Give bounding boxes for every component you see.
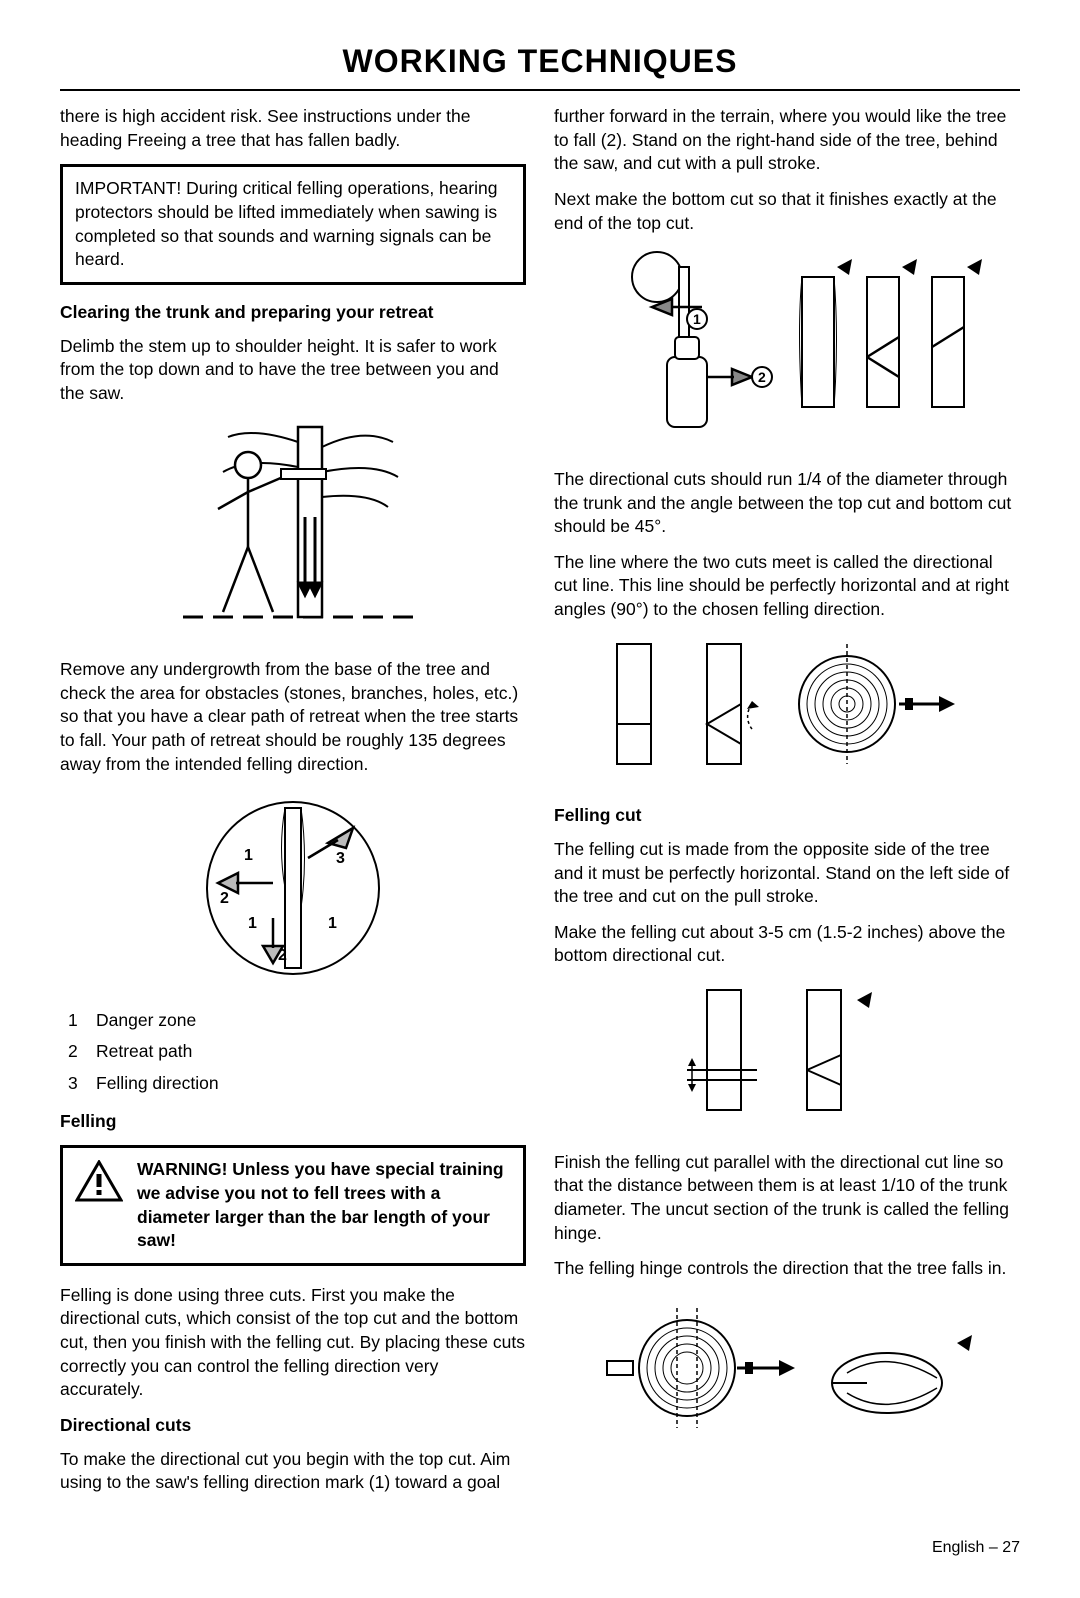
directional-cont: further forward in the terrain, where yo… xyxy=(554,105,1020,176)
page-title: WORKING TECHNIQUES xyxy=(60,40,1020,83)
saw-label-2: 2 xyxy=(758,369,766,385)
legend-num: 3 xyxy=(68,1072,82,1096)
clearing-p1: Delimb the stem up to shoulder height. I… xyxy=(60,335,526,406)
important-text: IMPORTANT! During critical felling opera… xyxy=(75,178,497,269)
content-columns: there is high accident risk. See instruc… xyxy=(60,105,1020,1507)
title-rule xyxy=(60,89,1020,91)
legend-text: Retreat path xyxy=(96,1040,192,1064)
retreat-label-1b: 1 xyxy=(248,915,257,932)
hinge-figure xyxy=(554,1293,1020,1450)
warning-box: WARNING! Unless you have special trainin… xyxy=(60,1145,526,1266)
legend-num: 2 xyxy=(68,1040,82,1064)
legend-row: 3 Felling direction xyxy=(68,1072,526,1096)
fellingcut-p1: The felling cut is made from the opposit… xyxy=(554,838,1020,909)
retreat-label-2b: 2 xyxy=(278,947,287,964)
directional-p4: The line where the two cuts meet is call… xyxy=(554,551,1020,622)
warning-text: WARNING! Unless you have special trainin… xyxy=(137,1158,511,1253)
fellingcut-p2: Make the felling cut about 3-5 cm (1.5-2… xyxy=(554,921,1020,968)
legend-num: 1 xyxy=(68,1009,82,1033)
clearing-heading: Clearing the trunk and preparing your re… xyxy=(60,301,526,325)
fellingcut-p4: The felling hinge controls the direction… xyxy=(554,1257,1020,1281)
legend-text: Felling direction xyxy=(96,1072,219,1096)
page-footer: English – 27 xyxy=(60,1537,1020,1559)
directional-p3: The directional cuts should run 1/4 of t… xyxy=(554,468,1020,539)
left-column: there is high accident risk. See instruc… xyxy=(60,105,526,1507)
fellingcut-figure xyxy=(554,980,1020,1137)
right-column: further forward in the terrain, where yo… xyxy=(554,105,1020,1507)
fellingcut-heading: Felling cut xyxy=(554,804,1020,828)
retreat-label-1c: 1 xyxy=(328,915,337,932)
retreat-label-3: 3 xyxy=(336,850,345,867)
topcut-figure: 1 2 xyxy=(554,247,1020,454)
directional-p2: Next make the bottom cut so that it fini… xyxy=(554,188,1020,235)
retreat-figure: 1 2 3 1 1 2 xyxy=(60,788,526,995)
retreat-legend: 1 Danger zone 2 Retreat path 3 Felling d… xyxy=(68,1009,526,1096)
delimbing-figure xyxy=(60,417,526,644)
legend-row: 2 Retreat path xyxy=(68,1040,526,1064)
directional-heading: Directional cuts xyxy=(60,1414,526,1438)
intro-text: there is high accident risk. See instruc… xyxy=(60,105,526,152)
felling-heading: Felling xyxy=(60,1110,526,1134)
fellingcut-p3: Finish the felling cut parallel with the… xyxy=(554,1151,1020,1246)
cutline-figure xyxy=(554,634,1020,791)
warning-icon xyxy=(75,1160,123,1209)
directional-p1: To make the directional cut you begin wi… xyxy=(60,1448,526,1495)
clearing-p2: Remove any undergrowth from the base of … xyxy=(60,658,526,776)
saw-label-1: 1 xyxy=(693,311,701,327)
felling-p1: Felling is done using three cuts. First … xyxy=(60,1284,526,1402)
legend-row: 1 Danger zone xyxy=(68,1009,526,1033)
retreat-label-2a: 2 xyxy=(220,890,229,907)
important-box: IMPORTANT! During critical felling opera… xyxy=(60,164,526,285)
legend-text: Danger zone xyxy=(96,1009,196,1033)
retreat-label-1a: 1 xyxy=(244,847,253,864)
